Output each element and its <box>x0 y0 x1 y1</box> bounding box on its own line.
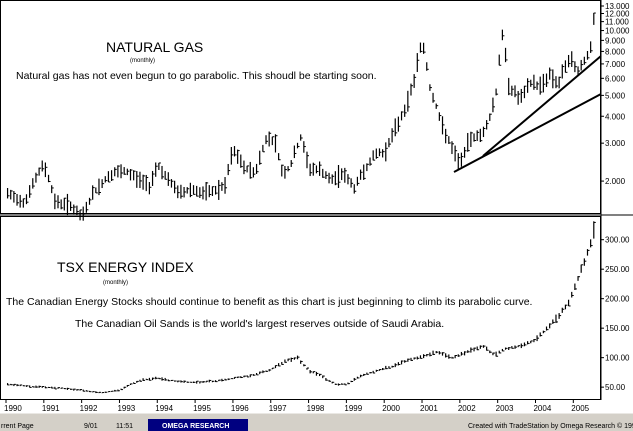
x-tick-label: 2002 <box>458 404 476 413</box>
x-tick-label: 1990 <box>4 404 22 413</box>
gas-y-tick-label: 12.000 <box>605 9 630 18</box>
omega-logo-box <box>148 419 248 431</box>
gas-y-tick-label: 7.000 <box>605 60 626 69</box>
tsx-annotation-2: The Canadian Oil Sands is the world's la… <box>75 318 444 330</box>
status-date: 9/01 <box>84 423 98 430</box>
panel-separator <box>0 214 633 216</box>
gas-y-tick-label: 2.000 <box>605 177 626 186</box>
gas-price-bars <box>6 12 596 221</box>
x-tick-label: 2001 <box>420 404 438 413</box>
gas-y-tick-label: 13.000 <box>605 2 630 11</box>
credit-text: Created with TradeStation by Omega Resea… <box>468 422 633 430</box>
x-tick-label: 2003 <box>496 404 514 413</box>
x-tick-label: 2005 <box>571 404 589 413</box>
tsx-title: TSX ENERGY INDEX <box>57 259 194 275</box>
x-tick-label: 1999 <box>344 404 362 413</box>
status-time: 11:51 <box>116 423 133 430</box>
gas-title: NATURAL GAS <box>106 39 203 55</box>
tsx-y-tick-label: 300.00 <box>605 236 630 245</box>
gas-y-tick-label: 8.000 <box>605 47 626 56</box>
x-tick-label: 1997 <box>269 404 287 413</box>
gas-y-tick-label: 11.000 <box>605 18 629 27</box>
tsx-subtitle: (monthly) <box>103 280 128 286</box>
gas-lower-trendline <box>453 93 602 173</box>
x-tick-label: 1996 <box>231 404 249 413</box>
tsx-y-tick-label: 150.00 <box>605 324 630 333</box>
x-tick-label: 1995 <box>193 404 211 413</box>
gas-annotation: Natural gas has not even begun to go par… <box>16 70 377 82</box>
status-page-label: rrent Page <box>1 423 34 430</box>
gas-y-tick-label: 9.000 <box>605 36 626 45</box>
tsx-y-axis: 300.00 250.00 200.00 150.00 100.00 50.00 <box>601 236 630 392</box>
gas-y-tick-label: 5.000 <box>605 91 626 100</box>
tsx-y-tick-label: 100.00 <box>605 354 630 363</box>
tsx-annotation-1: The Canadian Energy Stocks should contin… <box>6 296 532 308</box>
x-tick-label: 2004 <box>533 404 551 413</box>
x-tick-label: 1994 <box>155 404 173 413</box>
x-tick-label: 1993 <box>117 404 135 413</box>
gas-subtitle: (monthly) <box>130 58 155 64</box>
gas-upper-trendline <box>482 55 602 157</box>
gas-y-tick-label: 6.000 <box>605 74 626 83</box>
x-axis: 1990 1991 1992 1993 1994 1995 1996 1997 1998 1999… <box>4 400 590 413</box>
x-tick-label: 1991 <box>42 404 60 413</box>
x-tick-label: 1998 <box>307 404 325 413</box>
tsx-index-bars <box>6 221 596 394</box>
gas-y-tick-label: 4.000 <box>605 112 626 121</box>
x-tick-label: 2000 <box>382 404 400 413</box>
tsx-y-tick-label: 50.00 <box>605 383 626 392</box>
omega-logo-text: OMEGA RESEARCH <box>162 423 229 430</box>
tsx-y-tick-label: 250.00 <box>605 265 630 274</box>
gas-y-tick-label: 3.000 <box>605 139 626 148</box>
gas-y-tick-label: 10.000 <box>605 27 630 36</box>
x-tick-label: 1992 <box>80 404 98 413</box>
tsx-y-tick-label: 200.00 <box>605 295 630 304</box>
